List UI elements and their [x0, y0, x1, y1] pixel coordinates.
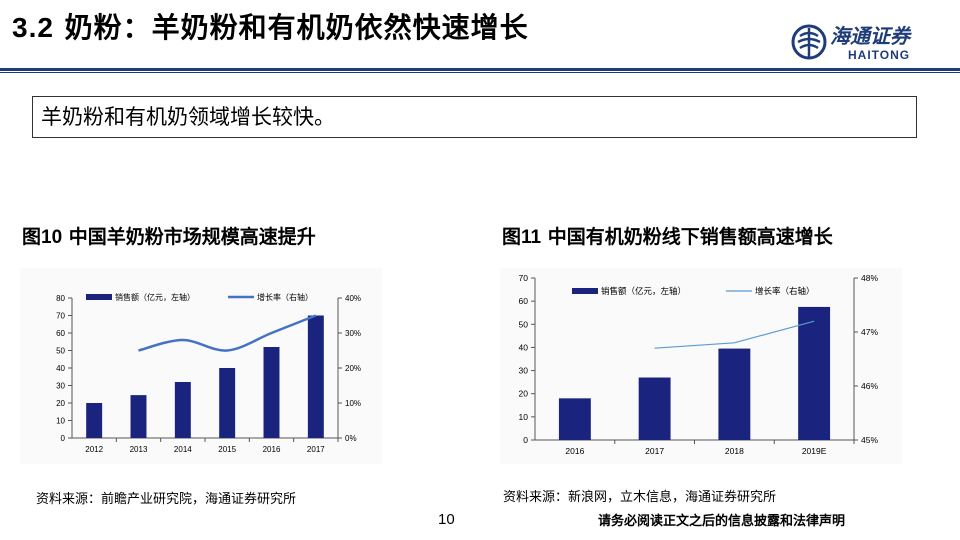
chart1-bar [307, 315, 324, 438]
chart2-xtick-label: 2017 [645, 446, 664, 456]
chart2-bar [638, 377, 671, 440]
chart2-ytick-label: 0 [523, 435, 528, 445]
chart1-growth-line [138, 314, 317, 352]
chart2-ytick-label: 10 [519, 412, 529, 422]
chart1-prefix: 图 [22, 226, 42, 248]
page-number: 10 [438, 511, 455, 528]
chart1-legend-line-label: 增长率（右轴） [257, 292, 313, 302]
chart1-y2tick-label: 10% [345, 399, 361, 408]
chart1-ytick-label: 60 [56, 329, 65, 338]
logo-chinese: 海通证券 [830, 24, 910, 48]
chart2-xtick-label: 2019E [802, 446, 827, 456]
header-divider [0, 68, 960, 71]
chart1-ytick-label: 10 [56, 417, 65, 426]
chart1-y2tick-label: 30% [345, 329, 361, 338]
summary-box: 羊奶粉和有机奶领域增长较快。 [32, 96, 917, 138]
chart2-y2tick-label: 46% [861, 381, 878, 391]
chart2-legend-bar-label: 销售额（亿元，左轴） [601, 286, 686, 296]
chart2-y2tick-label: 45% [861, 435, 878, 445]
chart2-y2tick-label: 48% [861, 273, 878, 283]
chart2-ytick-label: 70 [519, 273, 529, 283]
chart1-bar [130, 395, 147, 438]
chart2-svg: 0 10 20 30 40 50 60 70 45% 46% 47% 48% 2016 2017 2018 2… [519, 273, 879, 456]
page-title: 3.2 奶粉：羊奶粉和有机奶依然快速增长 [12, 6, 529, 46]
chart2-y2tick-label: 47% [861, 327, 878, 337]
chart1-panel: 0 10 20 30 40 50 60 70 80 0% 10% 20% 30% 40% 2012 2013 2… [20, 268, 382, 464]
chart2-ytick-label: 50 [519, 319, 529, 329]
header-divider-thin [0, 72, 960, 73]
chart1-ytick-label: 70 [56, 312, 65, 321]
chart2-legend-line-label: 增长率（右轴） [755, 286, 815, 296]
chart1-bar [219, 368, 236, 438]
chart2-bar [718, 348, 751, 440]
chart1-text: 中国羊奶粉市场规模高速提升 [62, 226, 316, 248]
legal-disclaimer: 请务必阅读正文之后的信息披露和法律声明 [598, 514, 846, 529]
chart2-title: 图11 中国有机奶粉线下销售额高速增长 [502, 222, 833, 249]
chart2-ytick-label: 60 [519, 296, 529, 306]
chart1-y2tick-label: 20% [345, 364, 361, 373]
chart1-bar [263, 347, 280, 438]
chart1-source: 资料来源：前瞻产业研究院，海通证券研究所 [36, 492, 297, 507]
chart2-source: 资料来源：新浪网，立木信息，海通证券研究所 [503, 490, 777, 505]
chart2-xtick-label: 2018 [725, 446, 744, 456]
chart1-bar [174, 382, 191, 438]
chart2-bar [558, 398, 591, 440]
chart1-xtick-label: 2014 [174, 445, 192, 454]
chart1-ytick-label: 20 [56, 399, 65, 408]
chart1-y2tick-label: 40% [345, 294, 361, 303]
chart1-bar [86, 403, 103, 438]
chart1-legend-bar-label: 销售额（亿元，左轴） [115, 292, 195, 302]
chart1-xtick-label: 2017 [307, 445, 325, 454]
chart1-xtick-label: 2012 [85, 445, 103, 454]
chart1-title: 图10 中国羊奶粉市场规模高速提升 [22, 222, 316, 249]
chart2-ytick-label: 40 [519, 342, 529, 352]
title-number: 3.2 [12, 12, 54, 43]
chart1-svg: 0 10 20 30 40 50 60 70 80 0% 10% 20% 30% 40% 2012 2013 2… [56, 292, 361, 454]
chart2-ytick-label: 20 [519, 389, 529, 399]
chart1-xtick-label: 2013 [130, 445, 148, 454]
chart2-number: 11 [521, 227, 542, 248]
chart2-ytick-label: 30 [519, 366, 529, 376]
chart1-ytick-label: 0 [61, 434, 66, 443]
chart2-bar [798, 306, 831, 440]
haitong-emblem-icon [791, 24, 827, 60]
chart1-xtick-label: 2015 [218, 445, 236, 454]
chart2-text: 中国有机奶粉线下销售额高速增长 [541, 226, 833, 248]
chart2-growth-line [654, 320, 815, 349]
haitong-logo: 海通证券 HAITONG [790, 20, 950, 64]
chart1-legend-bar-swatch [86, 294, 112, 300]
chart1-ytick-label: 30 [56, 382, 65, 391]
chart1-ytick-label: 80 [56, 294, 65, 303]
logo-english: HAITONG [848, 48, 911, 62]
chart1-y2tick-label: 0% [345, 434, 357, 443]
title-text: 奶粉：羊奶粉和有机奶依然快速增长 [53, 11, 529, 44]
chart2-legend-bar-swatch [572, 288, 598, 294]
chart1-number: 10 [41, 227, 63, 248]
chart2-xtick-label: 2016 [565, 446, 584, 456]
chart1-ytick-label: 50 [56, 347, 65, 356]
chart2-prefix: 图 [502, 226, 522, 248]
chart1-ytick-label: 40 [56, 364, 65, 373]
chart2-panel: 0 10 20 30 40 50 60 70 45% 46% 47% 48% 2016 2017 2018 2… [500, 268, 902, 464]
chart1-xtick-label: 2016 [263, 445, 281, 454]
